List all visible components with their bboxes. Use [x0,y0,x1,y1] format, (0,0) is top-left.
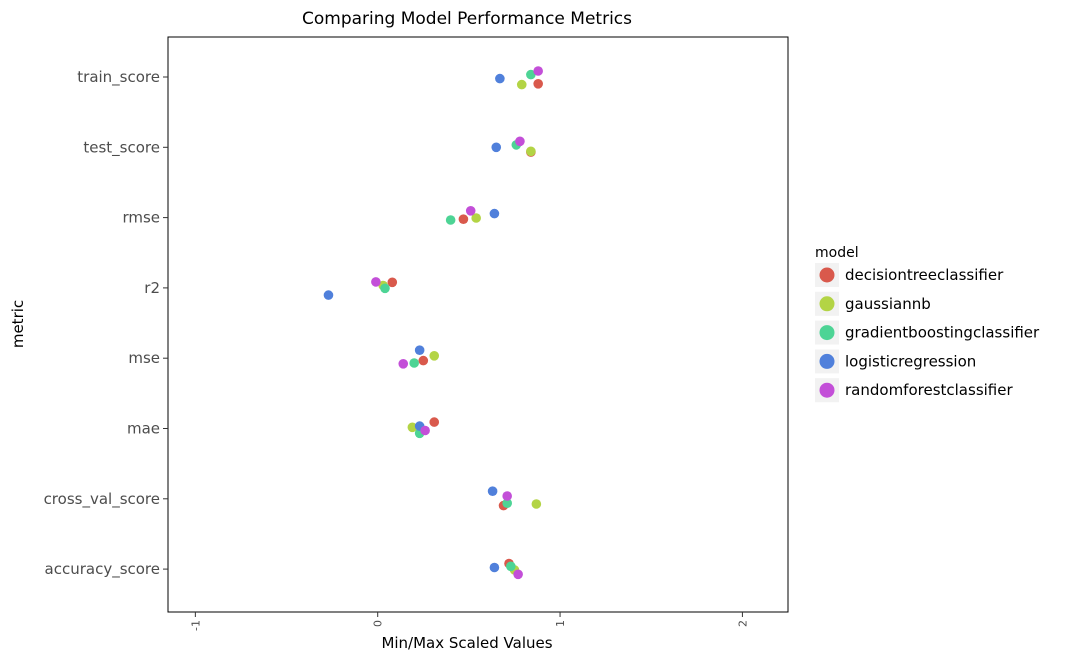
point-logisticregression-cross_val_score [487,486,498,497]
point-logisticregression-r2 [323,290,334,300]
point-gradientboostingclassifier-rmse [445,215,456,225]
x-tick-label-3: 2 [736,620,749,627]
point-gradientboostingclassifier-r2 [380,283,390,294]
y-tick-label-r2: r2 [144,279,160,297]
legend-title: model [815,245,859,261]
point-gaussiannb-mae [407,422,418,433]
legend-key-decisiontreeclassifier [819,267,835,283]
legend: model decisiontreeclassifier gaussiannb gr… [815,245,1040,403]
point-randomforestclassifier-test_score [515,136,525,147]
point-logisticregression-train_score [495,73,505,84]
legend-label-logisticregression: logisticregression [845,352,976,370]
point-decisiontreeclassifier-mse [418,355,429,366]
y-tick-label-accuracy_score: accuracy_score [45,560,160,579]
point-logisticregression-mse [414,345,425,356]
point-logisticregression-accuracy_score [489,562,500,573]
y-tick-label-cross_val_score: cross_val_score [44,490,160,509]
point-gradientboostingclassifier-cross_val_score [502,498,512,509]
x-axis: -1 0 1 2 [189,612,749,631]
y-tick-label-train_score: train_score [77,68,160,87]
y-tick-label-test_score: test_score [83,138,160,157]
legend-key-logisticregression [819,353,835,369]
point-decisiontreeclassifier-r2 [387,277,398,288]
point-logisticregression-rmse [489,208,500,219]
point-randomforestclassifier-mse [398,359,409,369]
point-randomforestclassifier-rmse [465,206,476,216]
point-randomforestclassifier-accuracy_score [513,569,523,580]
y-tick-label-rmse: rmse [122,209,160,227]
point-decisiontreeclassifier-train_score [533,79,543,89]
point-gaussiannb-rmse [471,213,481,223]
point-gaussiannb-train_score [516,79,527,90]
point-gaussiannb-cross_val_score [531,499,542,509]
point-randomforestclassifier-train_score [533,66,543,76]
y-tick-label-mse: mse [128,349,160,367]
point-gradientboostingclassifier-mse [409,358,419,368]
legend-label-randomforestclassifier: randomforestclassifier [845,381,1013,399]
legend-key-randomforestclassifier [819,382,835,398]
x-tick-label-1: 0 [372,620,385,627]
plot-panel [167,36,789,613]
x-tick-label-2: 1 [554,620,567,627]
x-tick-label-0: -1 [189,620,202,631]
legend-key-gaussiannb [819,296,835,312]
point-logisticregression-test_score [491,142,502,153]
legend-label-gaussiannb: gaussiannb [845,295,931,313]
point-randomforestclassifier-cross_val_score [502,491,512,501]
legend-label-decisiontreeclassifier: decisiontreeclassifier [845,266,1004,284]
point-decisiontreeclassifier-rmse [458,214,469,224]
y-tick-label-mae: mae [127,420,160,438]
chart-title: Comparing Model Performance Metrics [302,9,632,29]
x-axis-title: Min/Max Scaled Values [381,634,552,652]
point-decisiontreeclassifier-mae [429,417,440,427]
point-gradientboostingclassifier-train_score [526,69,536,80]
legend-label-gradientboostingclassifier: gradientboostingclassifier [845,324,1040,342]
legend-key-gradientboostingclassifier [819,325,835,341]
point-gaussiannb-test_score [526,146,536,157]
y-axis-title: metric [9,300,27,348]
point-gaussiannb-mse [429,351,440,361]
point-randomforestclassifier-r2 [371,277,381,287]
data-points [323,66,543,580]
point-gradientboostingclassifier-accuracy_score [506,561,516,572]
point-randomforestclassifier-mae [420,425,430,436]
